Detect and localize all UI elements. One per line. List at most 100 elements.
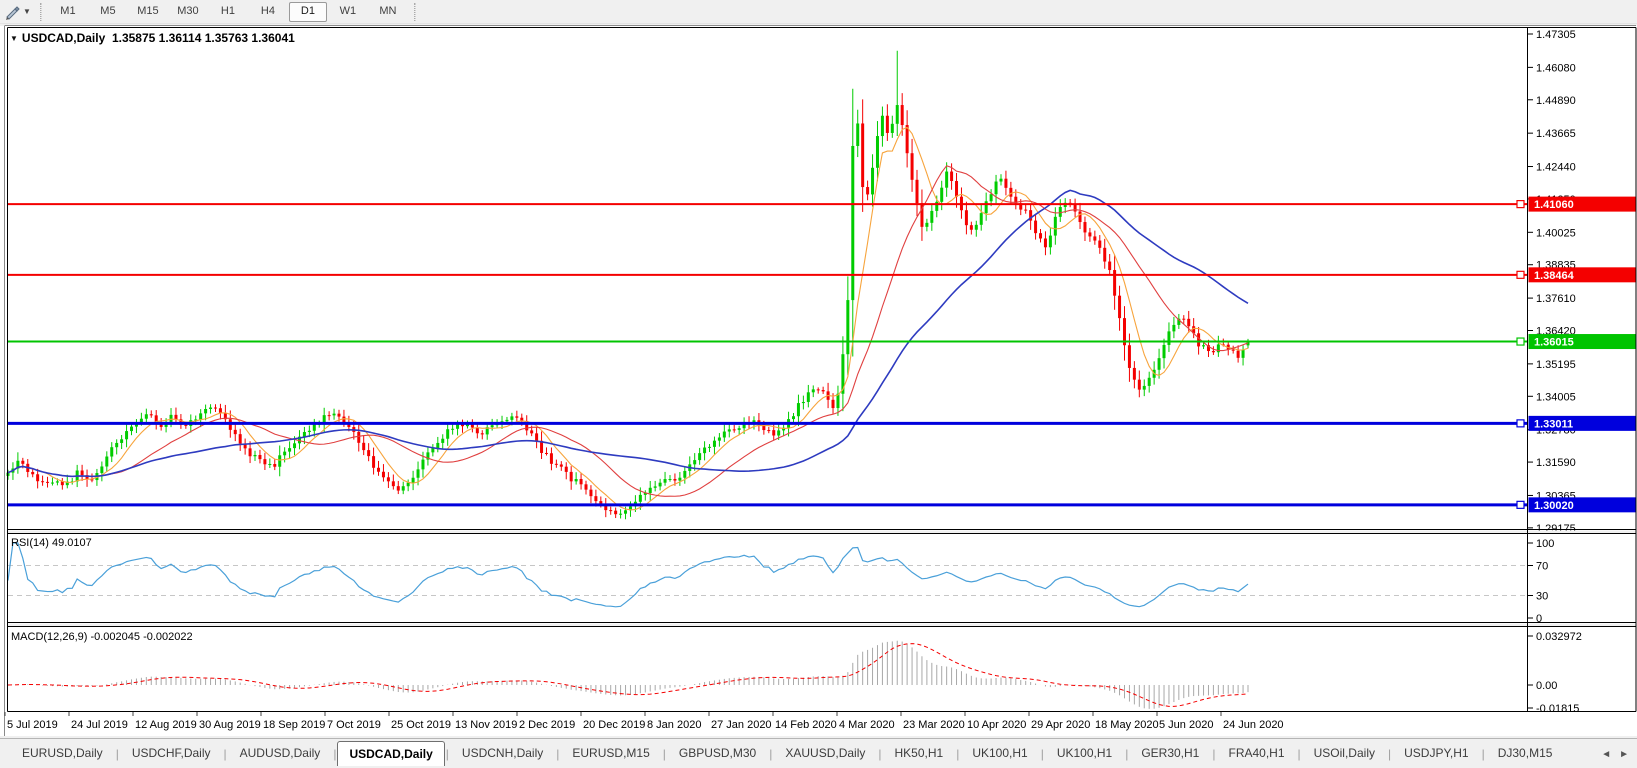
hline-handle-1.41060[interactable]: [1516, 200, 1525, 209]
chart-tab-usdchf-daily[interactable]: USDCHF,Daily: [131, 746, 211, 760]
time-axis-label: 4 Mar 2020: [839, 719, 895, 731]
ma-fast-line: [7, 126, 1249, 511]
time-axis-label: 10 Apr 2020: [967, 719, 1026, 731]
tab-separator: |: [223, 747, 227, 761]
rsi-axis-label: 0: [1536, 613, 1542, 625]
tab-scroll-left-icon[interactable]: ◄: [1601, 749, 1612, 760]
price-axis-label: 1.34005: [1536, 391, 1576, 403]
chart-tab-usdjpy-h1[interactable]: USDJPY,H1: [1404, 746, 1469, 760]
chart-tab-uk100-h1[interactable]: UK100,H1: [1056, 746, 1113, 760]
hline-handle-1.38464[interactable]: [1516, 270, 1525, 279]
price-axis-label: 1.44890: [1536, 95, 1576, 107]
horizontal-line-objects: 1.41060 1.38464 1.36015 1.33011 1.30020: [8, 196, 1637, 513]
timeframe-button-m1[interactable]: M1: [60, 4, 76, 17]
time-axis-label: 2 Dec 2019: [519, 719, 575, 731]
tab-separator: |: [445, 747, 449, 761]
timeframe-button-m15[interactable]: M15: [137, 4, 159, 17]
tab-separator: |: [115, 747, 119, 761]
chart-tab-bar: EURUSD,Daily | USDCHF,Daily | AUDUSD,Daily | U…: [0, 738, 1637, 766]
tab-scroll-nav: ◄ ►: [1601, 749, 1629, 765]
price-tag-1.33011: 1.33011: [1534, 418, 1573, 430]
time-axis-label: 7 Oct 2019: [327, 719, 381, 731]
hline-handle-1.30020[interactable]: [1516, 500, 1525, 509]
time-axis-label: 12 Aug 2019: [135, 719, 197, 731]
price-tag-1.30020: 1.30020: [1534, 500, 1574, 512]
chart-tab-usdcad-daily[interactable]: USDCAD,Daily: [337, 741, 445, 766]
toolbar-grip-end: [413, 2, 416, 21]
time-axis-label: 8 Jan 2020: [647, 719, 701, 731]
time-axis-label: 5 Jun 2020: [1159, 719, 1213, 731]
time-axis-label: 23 Mar 2020: [903, 719, 965, 731]
price-axis-label: 1.43665: [1536, 128, 1576, 140]
time-axis-label: 27 Jan 2020: [711, 719, 772, 731]
chart-tab-fra40-h1[interactable]: FRA40,H1: [1228, 746, 1285, 760]
chart-tab-usdcnh-daily[interactable]: USDCNH,Daily: [461, 746, 544, 760]
chart-tab-ger30-h1[interactable]: GER30,H1: [1141, 746, 1200, 760]
chevron-down-icon[interactable]: ▼: [23, 7, 31, 16]
time-axis-label: 5 Jul 2019: [7, 719, 58, 731]
macd-signal-line: [7, 643, 1249, 707]
timeframe-button-group: M1 M5 M15 M30 H1 H4 D1 W1 MN: [48, 1, 408, 22]
time-axis-label: 24 Jul 2019: [71, 719, 128, 731]
timeframe-button-d1[interactable]: D1: [288, 1, 327, 22]
price-axis-label: 1.31590: [1536, 457, 1576, 469]
macd-axis-label: 0.032972: [1536, 631, 1582, 643]
tab-separator: |: [556, 747, 560, 761]
tab-separator: |: [1212, 747, 1216, 761]
drawing-tool-icon[interactable]: [2, 3, 22, 21]
timeframe-button-w1[interactable]: W1: [339, 4, 357, 17]
price-axis-label: 1.42440: [1536, 162, 1576, 174]
tab-scroll-right-icon[interactable]: ►: [1619, 749, 1629, 760]
timeframe-button-h1[interactable]: H1: [220, 4, 235, 17]
time-axis-label: 29 Apr 2020: [1031, 719, 1090, 731]
timeframe-button-h4[interactable]: H4: [260, 4, 275, 17]
macd-axis-label: 0.00: [1536, 680, 1557, 692]
macd-histogram: [12, 640, 1249, 709]
time-axis-label: 30 Aug 2019: [199, 719, 261, 731]
time-axis-label: 14 Feb 2020: [775, 719, 837, 731]
timeframe-button-m30[interactable]: M30: [177, 4, 199, 17]
time-axis-label: 18 Sep 2019: [263, 719, 325, 731]
tab-separator: |: [1125, 747, 1129, 761]
rsi-axis-label: 30: [1536, 591, 1548, 603]
price-tag-1.36015: 1.36015: [1534, 337, 1574, 349]
chart-tab-gbpusd-m30[interactable]: GBPUSD,M30: [678, 746, 757, 760]
ma-slow-line: [7, 189, 1249, 478]
chart-tab-hk50-h1[interactable]: HK50,H1: [894, 746, 944, 760]
top-toolbar: ▼ M1 M5 M15 M30 H1 H4 D1 W1 MN: [0, 0, 1637, 24]
time-axis-label: 24 Jun 2020: [1223, 719, 1284, 731]
timeframe-button-mn[interactable]: MN: [379, 4, 397, 17]
rsi-panel: 100 70 30 0: [8, 538, 1554, 625]
chart-tab-xauusd-daily[interactable]: XAUUSD,Daily: [785, 746, 866, 760]
chart-tab-usoil-daily[interactable]: USOil,Daily: [1313, 746, 1375, 760]
hline-handle-1.33011[interactable]: [1516, 419, 1525, 428]
tab-separator: |: [769, 747, 773, 761]
time-axis-label: 18 May 2020: [1095, 719, 1159, 731]
price-axis-label: 1.47305: [1536, 29, 1576, 41]
price-axis-label: 1.40025: [1536, 227, 1576, 239]
tab-separator: |: [1387, 747, 1392, 761]
rsi-axis-label: 100: [1536, 538, 1554, 550]
rsi-axis-label: 70: [1536, 561, 1548, 573]
chart-tab-uk100-h1[interactable]: UK100,H1: [972, 746, 1028, 760]
price-axis-label: 1.46080: [1536, 62, 1576, 74]
time-axis-label: 20 Dec 2019: [583, 719, 645, 731]
time-axis-label: 13 Nov 2019: [455, 719, 517, 731]
tab-separator: |: [956, 747, 960, 761]
hline-handle-1.36015[interactable]: [1516, 337, 1525, 346]
chart-tab-dj30-m15[interactable]: DJ30,M15: [1497, 746, 1553, 760]
macd-axis-label: -0.01815: [1536, 703, 1579, 715]
tab-separator: |: [662, 747, 666, 761]
tab-separator: |: [878, 747, 882, 761]
chart-tab-eurusd-daily[interactable]: EURUSD,Daily: [22, 746, 103, 760]
price-axis-label: 1.35195: [1536, 359, 1576, 371]
chart-tab-eurusd-m15[interactable]: EURUSD,M15: [572, 746, 650, 760]
tab-separator: |: [1297, 747, 1301, 761]
tab-separator: |: [1040, 747, 1044, 761]
chart-tabs: EURUSD,Daily | USDCHF,Daily | AUDUSD,Daily | U…: [10, 740, 1564, 766]
candlestick-series: [6, 50, 1250, 520]
price-tag-1.38464: 1.38464: [1534, 270, 1575, 282]
timeframe-button-m5[interactable]: M5: [100, 4, 116, 17]
chart-tab-audusd-daily[interactable]: AUDUSD,Daily: [239, 746, 321, 760]
